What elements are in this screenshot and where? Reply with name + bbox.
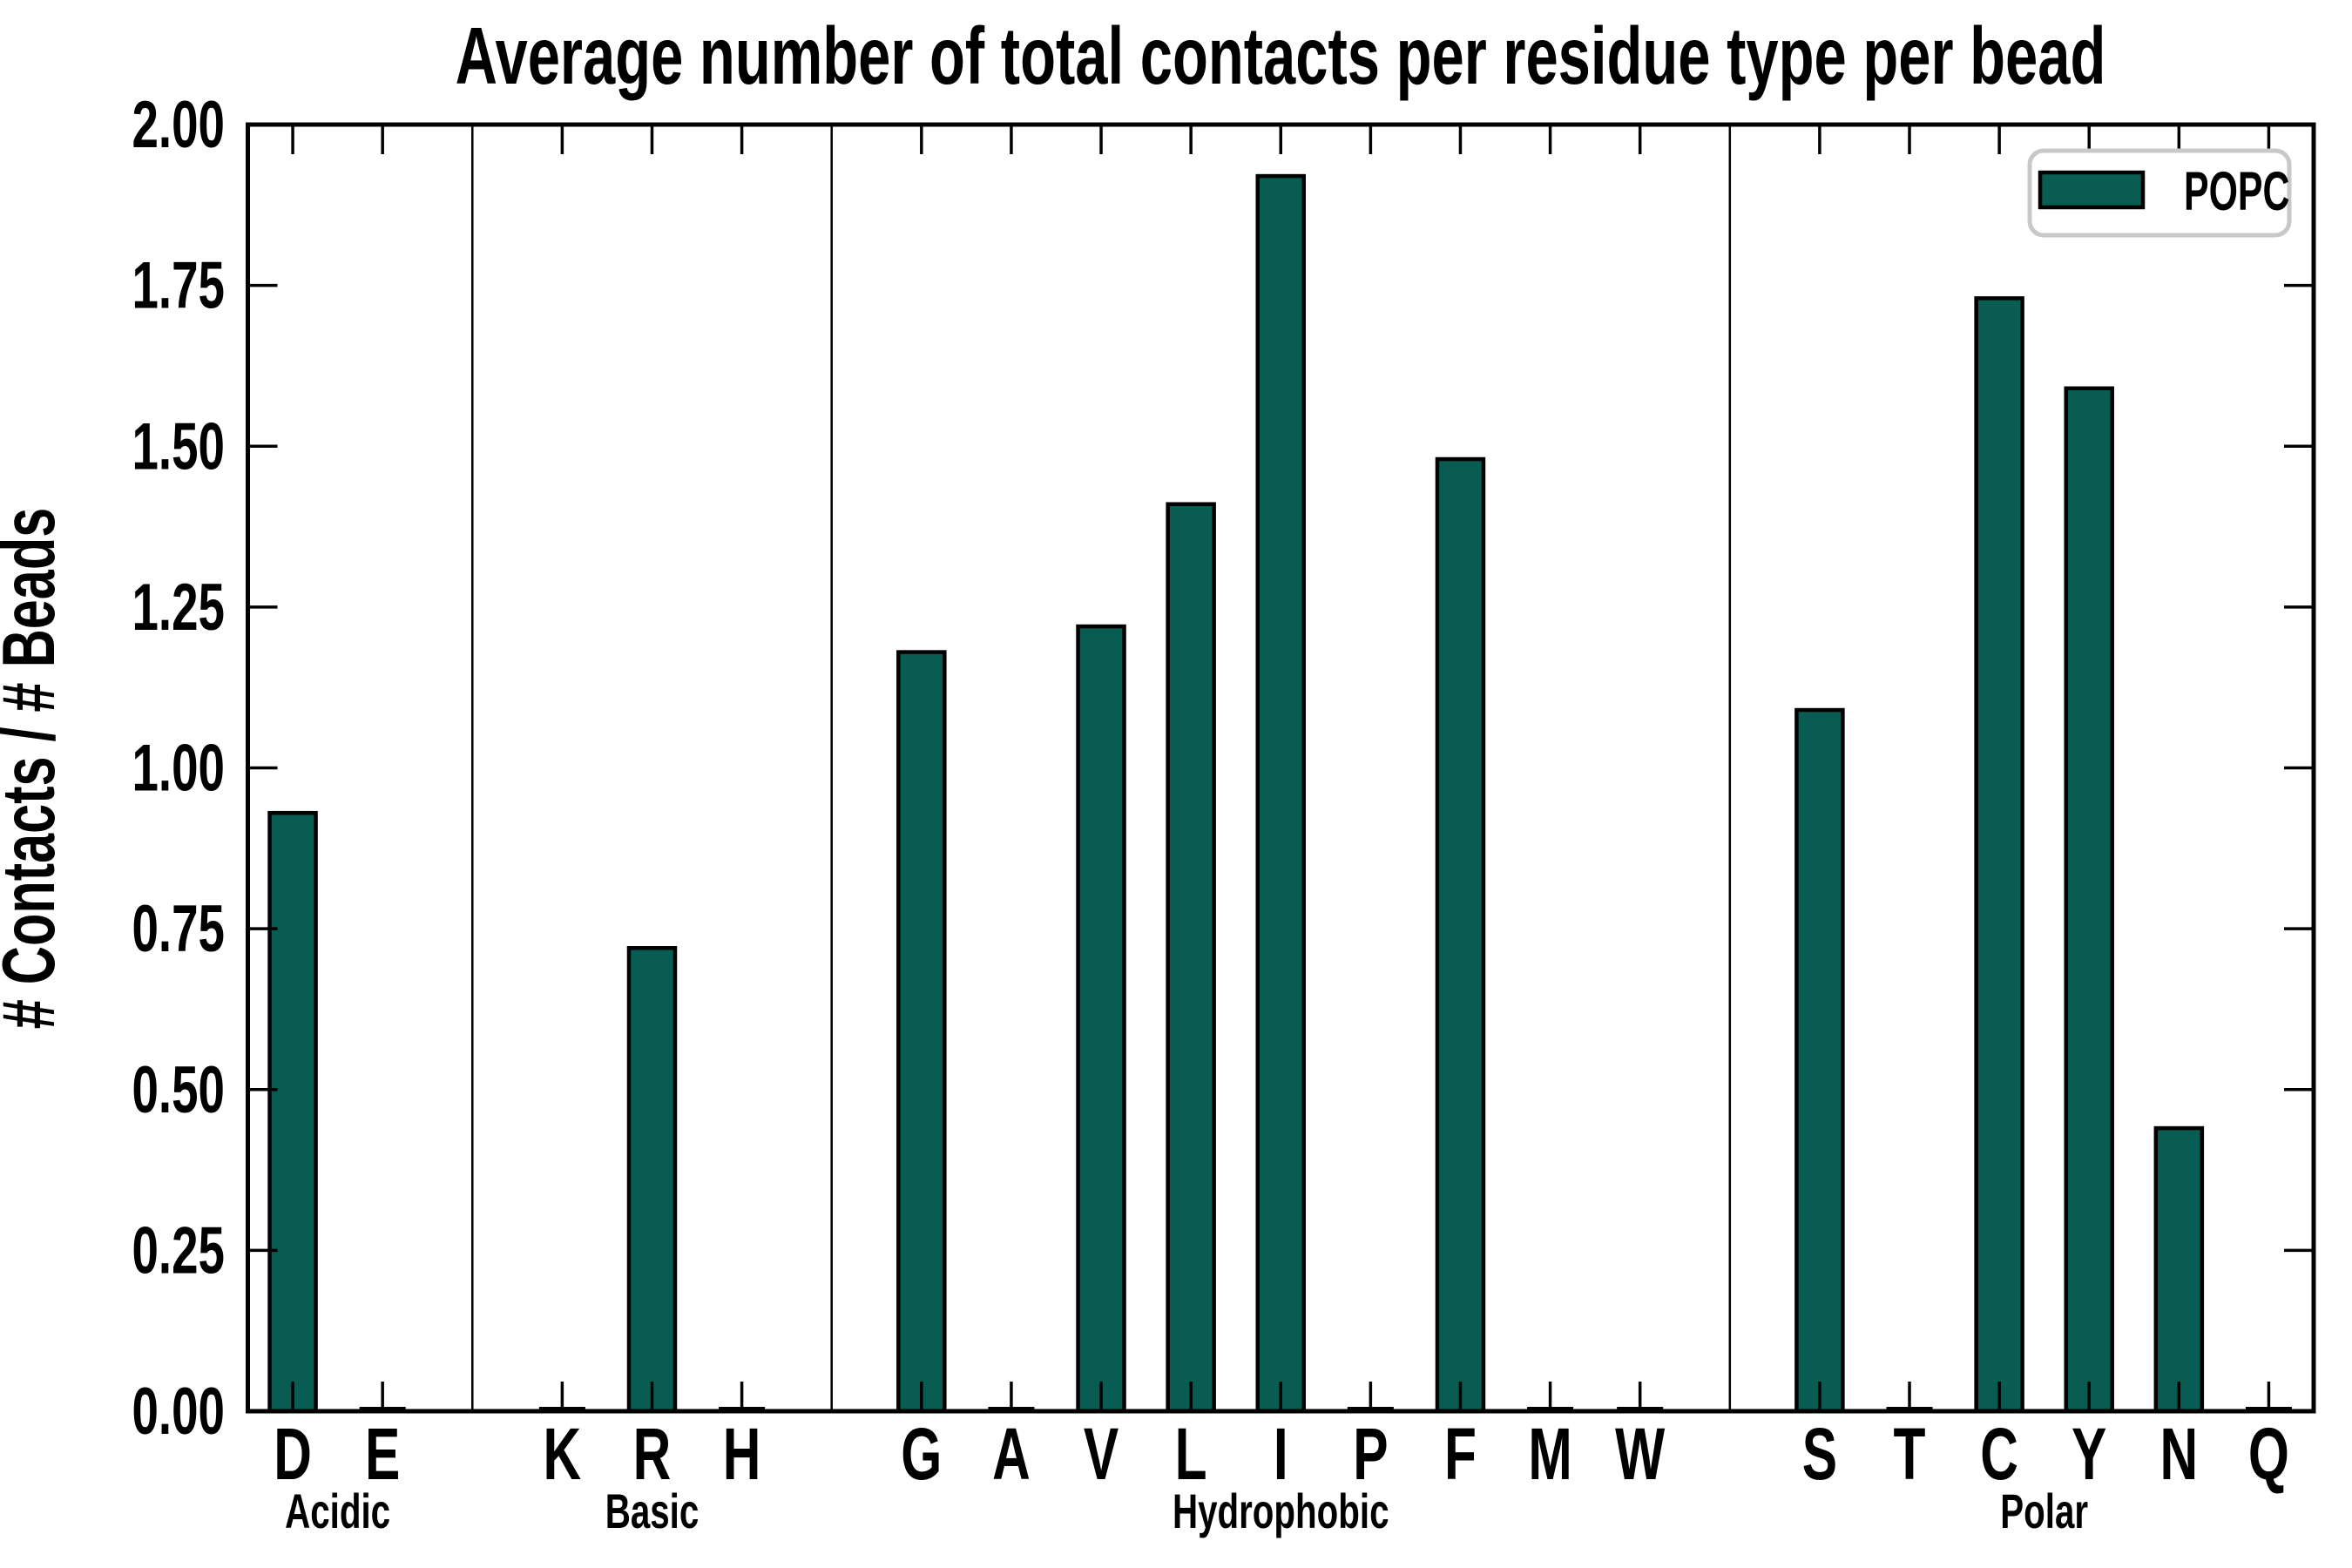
bar-S <box>1794 707 1845 1414</box>
x-tick-label-G-group: G <box>901 1413 942 1495</box>
x-tick-label-C-group: C <box>1980 1413 2018 1495</box>
group-label-polar: Polar <box>2000 1485 2088 1539</box>
y-tick-label-0.00-group: 0.00 <box>132 1375 225 1449</box>
y-tick-label-0.00: 0.00 <box>132 1375 225 1449</box>
x-tick-label-P-group: P <box>1353 1413 1388 1495</box>
y-tick-label-1.00-group: 1.00 <box>132 732 225 806</box>
y-tick-label-0.50: 0.50 <box>132 1053 225 1127</box>
x-tick-label-C: C <box>1980 1413 2018 1495</box>
x-tick-label-T: T <box>1894 1413 1926 1495</box>
x-tick-label-F-group: F <box>1444 1413 1477 1495</box>
x-tick-label-I: I <box>1274 1413 1288 1495</box>
x-tick-label-W: W <box>1615 1413 1665 1495</box>
chart-title-group: Average number of total contacts per res… <box>456 11 2106 101</box>
x-tick-label-M-group: M <box>1528 1413 1571 1495</box>
group-label-basic: Basic <box>605 1485 700 1539</box>
y-tick-label-0.75: 0.75 <box>132 892 225 966</box>
x-tick-label-V: V <box>1084 1413 1119 1495</box>
group-label-acidic: Acidic <box>285 1485 390 1539</box>
y-tick-label-1.75-group: 1.75 <box>132 249 225 323</box>
y-axis-label-group: # Contacts / # Beads <box>0 508 70 1029</box>
x-tick-label-H: H <box>723 1413 761 1495</box>
group-label-basic-group: Basic <box>605 1485 700 1539</box>
chart-plot-area: 0.00 0.25 0.50 0.75 1.00 1.25 1.50 1.75 2.00 D E K R… <box>132 88 2316 1539</box>
y-tick-label-0.50-group: 0.50 <box>132 1053 225 1127</box>
bar-C <box>1974 296 2024 1414</box>
y-tick-label-2.00-group: 2.00 <box>132 88 225 162</box>
x-tick-label-Y: Y <box>2072 1413 2106 1495</box>
x-tick-label-P: P <box>1353 1413 1388 1495</box>
y-tick-label-1.25: 1.25 <box>132 571 225 645</box>
legend-label-group: POPC <box>2184 161 2289 222</box>
group-label-polar-group: Polar <box>2000 1485 2088 1539</box>
bar-I <box>1255 173 1306 1414</box>
chart-title: Average number of total contacts per res… <box>456 11 2106 101</box>
plot-frame <box>246 122 2316 1414</box>
group-label-acidic-group: Acidic <box>285 1485 390 1539</box>
x-tick-label-D: D <box>274 1413 312 1495</box>
bar-N <box>2153 1125 2205 1414</box>
x-tick-label-L: L <box>1175 1413 1207 1495</box>
x-tick-label-E: E <box>365 1413 400 1495</box>
x-tick-label-S: S <box>1802 1413 1837 1495</box>
x-tick-label-H-group: H <box>723 1413 761 1495</box>
legend-label-popc: POPC <box>2184 161 2289 222</box>
x-tick-label-T-group: T <box>1894 1413 1926 1495</box>
group-label-hydrophobic: Hydrophobic <box>1173 1485 1389 1539</box>
x-tick-label-Q-group: Q <box>2248 1413 2289 1495</box>
x-tick-label-A: A <box>992 1413 1031 1495</box>
legend: POPC <box>2027 148 2292 238</box>
bar-D <box>267 810 318 1414</box>
x-tick-label-F: F <box>1444 1413 1477 1495</box>
bar-Y <box>2064 386 2114 1414</box>
x-tick-label-M: M <box>1528 1413 1571 1495</box>
y-tick-label-1.00: 1.00 <box>132 732 225 806</box>
x-tick-label-D-group: D <box>274 1413 312 1495</box>
bar-G <box>896 650 947 1414</box>
y-tick-label-1.75: 1.75 <box>132 249 225 323</box>
y-tick-label-1.50-group: 1.50 <box>132 410 225 484</box>
x-tick-label-I-group: I <box>1274 1413 1288 1495</box>
y-tick-label-1.25-group: 1.25 <box>132 571 225 645</box>
x-tick-label-G: G <box>901 1413 942 1495</box>
y-tick-label-0.25: 0.25 <box>132 1214 225 1288</box>
x-tick-label-Q: Q <box>2248 1413 2289 1495</box>
x-tick-label-R-group: R <box>633 1413 672 1495</box>
x-tick-label-N-group: N <box>2159 1413 2198 1495</box>
x-tick-label-V-group: V <box>1084 1413 1119 1495</box>
y-tick-label-2.00: 2.00 <box>132 88 225 162</box>
legend-swatch-popc <box>2038 170 2146 210</box>
y-tick-label-0.75-group: 0.75 <box>132 892 225 966</box>
bar-V <box>1076 624 1126 1414</box>
x-tick-label-R: R <box>633 1413 672 1495</box>
bar-F <box>1435 456 1486 1414</box>
group-label-hydrophobic-group: Hydrophobic <box>1173 1485 1389 1539</box>
x-tick-label-A-group: A <box>992 1413 1031 1495</box>
y-tick-label-0.25-group: 0.25 <box>132 1214 225 1288</box>
x-tick-label-E-group: E <box>365 1413 400 1495</box>
x-tick-label-Y-group: Y <box>2072 1413 2106 1495</box>
x-tick-label-L-group: L <box>1175 1413 1207 1495</box>
bar-L <box>1166 502 1216 1414</box>
x-tick-label-W-group: W <box>1615 1413 1665 1495</box>
x-tick-label-K-group: K <box>544 1413 582 1495</box>
y-axis-label: # Contacts / # Beads <box>0 508 70 1029</box>
x-tick-label-K: K <box>544 1413 582 1495</box>
x-tick-label-S-group: S <box>1802 1413 1837 1495</box>
bar-R <box>626 946 678 1414</box>
x-tick-label-N: N <box>2159 1413 2198 1495</box>
y-tick-label-1.50: 1.50 <box>132 410 225 484</box>
